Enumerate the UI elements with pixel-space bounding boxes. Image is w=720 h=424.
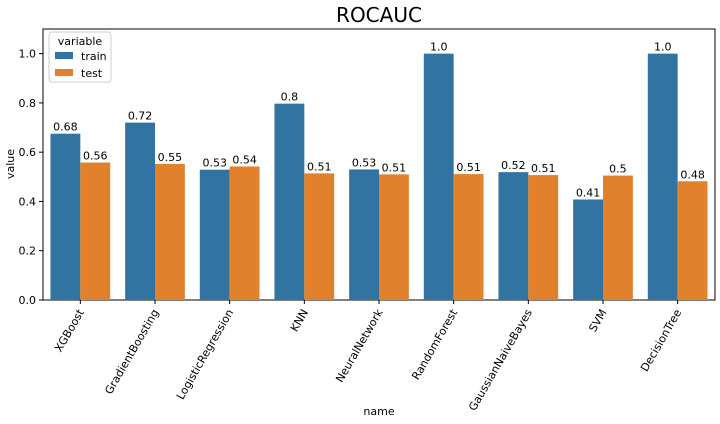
legend-label-train: train (81, 50, 107, 63)
y-tick-label: 0.2 (19, 245, 37, 258)
bar-train-GradientBoosting (125, 122, 155, 300)
legend-swatch-train (55, 52, 73, 59)
bar-value-label: 0.51 (307, 160, 332, 173)
x-tick-label: SVM (586, 307, 609, 334)
x-axis-label: name (363, 405, 394, 418)
bar-test-XGBoost (80, 162, 111, 300)
x-tick-label: KNN (288, 307, 311, 334)
bar-value-label: 0.52 (501, 159, 526, 172)
bar-value-label: 0.53 (202, 157, 227, 170)
bar-train-GaussianNaiveBayes (498, 172, 529, 300)
bar-test-GradientBoosting (155, 164, 185, 300)
y-axis-label: value (4, 149, 17, 179)
bar-test-GaussianNaiveBayes (528, 175, 559, 300)
bar-train-DecisionTree (647, 53, 678, 300)
y-tick-label: 0.6 (19, 146, 37, 159)
legend: variable train test (48, 31, 112, 83)
bar-train-NeuralNetwork (349, 169, 379, 300)
bar-test-RandomForest (453, 174, 484, 300)
bar-value-label: 0.51 (456, 161, 481, 174)
bar-value-label: 0.41 (576, 186, 601, 199)
bar-value-label: 0.5 (609, 163, 627, 176)
bar-test-KNN (304, 173, 335, 300)
x-tick-label: GaussianNaiveBayes (466, 307, 535, 413)
x-tick-label: LogisticRegression (174, 307, 236, 402)
bar-train-LogisticRegression (199, 169, 230, 300)
bars-group (50, 53, 708, 300)
legend-swatch-test (55, 69, 73, 76)
x-tick-label: GradientBoosting (102, 307, 161, 397)
x-tick-label: DecisionTree (638, 307, 684, 374)
bar-test-LogisticRegression (229, 166, 260, 300)
legend-label-test: test (81, 67, 103, 80)
y-tick-label: 0.8 (19, 97, 37, 110)
x-axis: XGBoost GradientBoosting LogisticRegressio… (52, 300, 684, 413)
x-tick-label: XGBoost (52, 306, 87, 354)
bar-train-SVM (573, 199, 603, 300)
bar-value-label: 0.54 (232, 153, 257, 166)
bar-test-DecisionTree (677, 181, 708, 300)
chart-title: ROCAUC (336, 3, 422, 27)
y-tick-label: 0.0 (19, 294, 37, 307)
bar-test-NeuralNetwork (379, 174, 409, 300)
bar-train-RandomForest (423, 53, 454, 300)
bar-value-label: 0.72 (128, 110, 153, 123)
bar-value-label: 0.51 (382, 161, 407, 174)
legend-title: variable (58, 35, 103, 48)
bar-value-label: 0.68 (53, 121, 78, 134)
bar-value-label: 0.48 (680, 168, 705, 181)
bar-value-label: 0.53 (352, 156, 377, 169)
bar-value-label: 1.0 (654, 41, 672, 54)
bar-value-label: 0.55 (158, 151, 183, 164)
bar-train-XGBoost (50, 133, 81, 300)
bar-value-label: 0.56 (83, 150, 108, 163)
bar-labels-group: 0.68 0.72 0.53 0.8 0.53 1.0 0.52 0.41 1.0 0.56 0.5… (53, 41, 705, 200)
x-tick-label: NeuralNetwork (333, 306, 386, 384)
y-tick-label: 1.0 (19, 48, 37, 61)
bar-value-label: 1.0 (430, 41, 448, 54)
bar-value-label: 0.51 (531, 162, 556, 175)
x-tick-label: RandomForest (409, 306, 460, 382)
y-axis: 0.0 0.2 0.4 0.6 0.8 1.0 (19, 48, 43, 307)
bar-value-label: 0.8 (281, 91, 299, 104)
bar-train-KNN (274, 103, 305, 300)
bar-test-SVM (603, 175, 633, 300)
y-tick-label: 0.4 (19, 195, 37, 208)
